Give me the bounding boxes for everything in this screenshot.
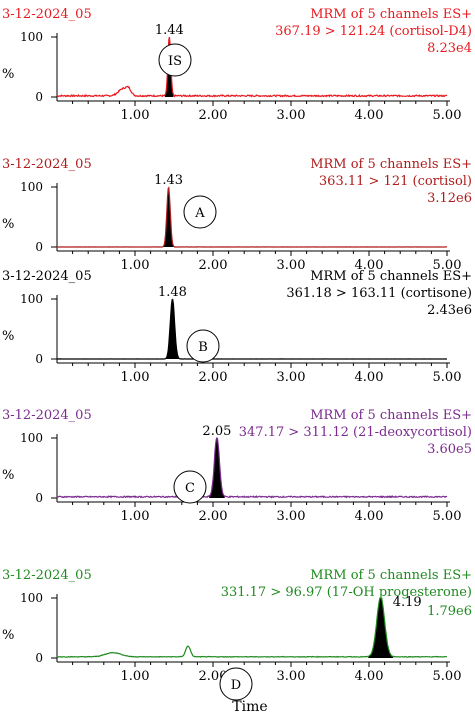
channel-header: MRM of 5 channels ES+ (310, 7, 472, 22)
x-tick-label: 1.00 (121, 108, 150, 123)
x-tick-label: 4.00 (355, 258, 384, 273)
x-tick-label: 2.00 (199, 509, 228, 524)
transition-label: 367.19 > 121.24 (cortisol-D4) (275, 24, 472, 39)
y-axis-label: % (2, 468, 14, 483)
chromatogram-panel-IS: 3-12-2024_05 MRM of 5 channels ES+ 367.19 … (2, 7, 472, 123)
chromatogram-panel-A: 3-12-2024_05 MRM of 5 channels ES+ 363.11 … (2, 157, 472, 273)
sample-name: 3-12-2024_05 (2, 568, 92, 583)
transition-label: 363.11 > 121 (cortisol) (319, 174, 472, 189)
peak-retention-label: 1.43 (154, 173, 183, 188)
compound-circle-label: A (194, 206, 205, 221)
sample-name: 3-12-2024_05 (2, 269, 92, 284)
y-tick-label: 0 (35, 90, 43, 104)
compound-circle-label: IS (168, 54, 182, 69)
x-tick-label: 4.00 (355, 108, 384, 123)
sample-name: 3-12-2024_05 (2, 157, 92, 172)
x-axis-label: Time (232, 699, 267, 715)
x-tick-label: 3.00 (277, 370, 306, 385)
x-tick-label: 5.00 (433, 669, 462, 684)
chromatogram-panel-D: 3-12-2024_05 MRM of 5 channels ES+ 331.17 … (2, 568, 472, 701)
peak-retention-label: 2.05 (202, 424, 231, 439)
intensity-label: 3.12e6 (427, 191, 472, 206)
trace-line (56, 36, 448, 98)
x-tick-label: 5.00 (433, 370, 462, 385)
compound-circle (173, 470, 207, 504)
x-tick-label: 2.00 (199, 258, 228, 273)
compound-circle (158, 43, 192, 77)
trace-line (56, 597, 448, 658)
sample-name: 3-12-2024_05 (2, 408, 92, 423)
transition-label: 361.18 > 163.11 (cortisone) (286, 286, 472, 301)
y-tick-label: 0 (35, 240, 43, 254)
y-tick-label: 0 (35, 651, 43, 665)
x-tick-label: 5.00 (433, 509, 462, 524)
y-tick-label: 100 (20, 431, 43, 445)
x-tick-label: 5.00 (433, 108, 462, 123)
x-tick-label: 1.00 (121, 669, 150, 684)
channel-header: MRM of 5 channels ES+ (310, 157, 472, 172)
y-axis-label: % (2, 628, 14, 643)
chromatogram-panel-B: 3-12-2024_05 MRM of 5 channels ES+ 361.18 … (2, 269, 472, 385)
channel-header: MRM of 5 channels ES+ (310, 408, 472, 423)
compound-circle-label: D (231, 678, 241, 693)
x-tick-label: 3.00 (277, 258, 306, 273)
x-tick-label: 1.00 (121, 509, 150, 524)
y-axis-label: % (2, 217, 14, 232)
channel-header: MRM of 5 channels ES+ (310, 568, 472, 583)
x-tick-label: 1.00 (121, 258, 150, 273)
y-axis-label: % (2, 329, 14, 344)
trace-line (56, 186, 447, 248)
peak-retention-label: 1.44 (155, 23, 184, 38)
x-tick-label: 2.00 (199, 108, 228, 123)
intensity-label: 2.43e6 (427, 303, 472, 318)
compound-circle (219, 667, 253, 701)
y-axis-label: % (2, 67, 14, 82)
trace-line (57, 298, 447, 360)
intensity-label: 1.79e6 (427, 604, 472, 619)
peak-fill (368, 598, 394, 658)
x-tick-label: 5.00 (433, 258, 462, 273)
y-tick-label: 0 (35, 491, 43, 505)
peak-retention-label: 4.19 (393, 595, 422, 610)
x-tick-label: 4.00 (355, 509, 384, 524)
y-tick-label: 100 (20, 30, 43, 44)
y-tick-label: 100 (20, 180, 43, 194)
chromatogram-panels: 3-12-2024_05 MRM of 5 channels ES+ 367.19 … (2, 7, 472, 701)
intensity-label: 3.60e5 (427, 442, 472, 457)
chromatogram-panel-C: 3-12-2024_05 MRM of 5 channels ES+ 347.17 … (2, 408, 472, 524)
y-tick-label: 100 (20, 292, 43, 306)
channel-header: MRM of 5 channels ES+ (310, 269, 472, 284)
compound-circle-label: C (185, 481, 195, 496)
sample-name: 3-12-2024_05 (2, 7, 92, 22)
trace-line (56, 437, 448, 499)
compound-circle (183, 195, 217, 229)
transition-label: 347.17 > 311.12 (21-deoxycortisol) (239, 425, 472, 440)
x-tick-label: 2.00 (199, 370, 228, 385)
x-tick-label: 3.00 (277, 108, 306, 123)
compound-circle (186, 329, 220, 363)
transition-label: 331.17 > 96.97 (17-OH progesterone) (221, 585, 472, 600)
intensity-label: 8.23e4 (427, 41, 472, 56)
y-tick-label: 0 (35, 352, 43, 366)
x-tick-label: 4.00 (355, 669, 384, 684)
compound-circle-label: B (198, 340, 208, 355)
x-tick-label: 4.00 (355, 370, 384, 385)
x-tick-label: 3.00 (277, 509, 306, 524)
peak-retention-label: 1.48 (158, 285, 187, 300)
x-tick-label: 1.00 (121, 370, 150, 385)
x-tick-label: 3.00 (277, 669, 306, 684)
y-tick-label: 100 (20, 591, 43, 605)
